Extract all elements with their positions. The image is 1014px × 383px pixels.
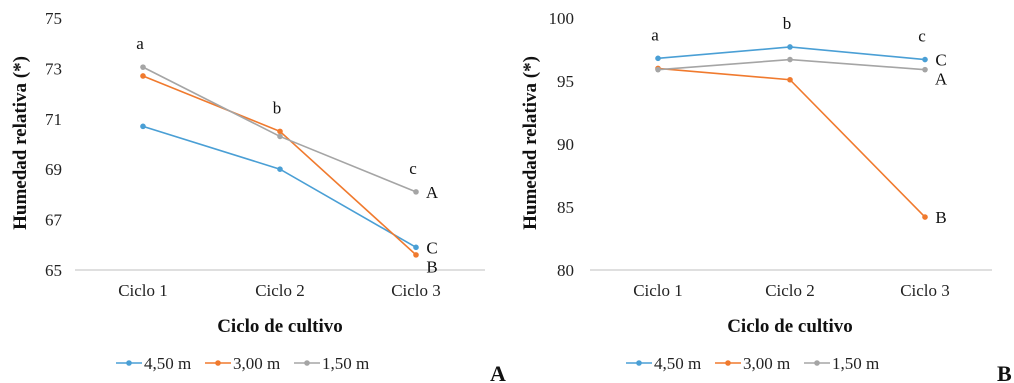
series-end-label: B [935, 208, 946, 227]
data-point [277, 128, 283, 135]
series-end-label: C [935, 51, 946, 70]
x-tick-label: Ciclo 1 [633, 281, 683, 300]
x-tick-label: Ciclo 1 [118, 281, 168, 300]
y-tick-label: 67 [45, 211, 63, 230]
data-point [413, 244, 419, 251]
series-end-label: C [426, 238, 437, 257]
x-tick-label: Ciclo 2 [765, 281, 815, 300]
y-tick-label: 90 [557, 135, 574, 154]
legend-item: 1,50 m [294, 354, 369, 373]
legend-swatch-marker [636, 360, 642, 366]
y-tick-label: 80 [557, 261, 574, 280]
legend-swatch-marker [304, 360, 310, 366]
series-line [142, 125, 417, 249]
category-letter: c [409, 159, 417, 178]
legend-item: 4,50 m [116, 354, 191, 373]
category-letter: c [918, 27, 926, 46]
x-tick-label: Ciclo 2 [255, 281, 305, 300]
data-point [140, 73, 146, 79]
x-axis-title: Ciclo de cultivo [727, 316, 853, 337]
legend-label: 4,50 m [654, 354, 701, 373]
x-tick-label: Ciclo 3 [900, 281, 950, 300]
data-point [787, 56, 793, 63]
y-tick-label: 65 [45, 261, 62, 280]
data-point [655, 66, 661, 73]
legend-item: 3,00 m [205, 354, 280, 373]
series-end-label: B [426, 257, 437, 276]
legend-label: 3,00 m [743, 354, 790, 373]
legend-label: 4,50 m [144, 354, 191, 373]
legend-swatch-marker [215, 360, 221, 366]
legend-item: 1,50 m [804, 354, 879, 373]
data-point [787, 76, 793, 83]
data-point [922, 214, 928, 220]
y-tick-label: 100 [549, 9, 575, 28]
y-axis-title: Humedad relativa (*) [10, 56, 31, 230]
legend-item: 4,50 m [626, 354, 701, 373]
chart-panel-b: 80 85 90 95 100 Ciclo 1 Ciclo 2 Ciclo 3 a b cCA B… [520, 9, 1012, 383]
series-end-label: A [935, 70, 948, 89]
legend: 4,50 m 3,00 m 1,50 m [116, 354, 369, 373]
series-line [657, 67, 926, 218]
data-point [277, 166, 283, 172]
y-tick-label: 85 [557, 198, 574, 217]
legend-label: 3,00 m [233, 354, 280, 373]
data-point [277, 133, 283, 140]
category-letter: b [783, 14, 792, 33]
legend-swatch-marker [814, 360, 820, 366]
category-letter: a [651, 25, 659, 44]
legend-swatch-marker [725, 360, 731, 366]
category-letter: a [136, 34, 144, 53]
x-axis-title: Ciclo de cultivo [217, 316, 343, 337]
y-tick-label: 75 [45, 9, 62, 28]
legend-item: 3,00 m [715, 354, 790, 373]
y-tick-label: 71 [45, 110, 62, 129]
data-point [413, 252, 419, 258]
panel-label: A [490, 361, 506, 383]
series-end-label: A [426, 183, 439, 202]
legend-label: 1,50 m [322, 354, 369, 373]
legend-swatch-marker [126, 360, 132, 366]
category-letter: b [273, 98, 282, 117]
y-axis-title: Humedad relativa (*) [520, 56, 541, 230]
data-point [922, 66, 928, 73]
data-point [922, 56, 928, 63]
panel-label: B [997, 361, 1012, 383]
data-point [655, 55, 661, 62]
y-tick-label: 73 [45, 59, 62, 78]
data-point [140, 64, 146, 70]
legend-label: 1,50 m [832, 354, 879, 373]
x-tick-label: Ciclo 3 [391, 281, 441, 300]
y-tick-label: 69 [45, 160, 62, 179]
legend: 4,50 m 3,00 m 1,50 m [626, 354, 879, 373]
data-point [140, 123, 146, 130]
data-point [413, 189, 419, 195]
data-point [787, 44, 793, 50]
y-tick-label: 95 [557, 72, 574, 91]
